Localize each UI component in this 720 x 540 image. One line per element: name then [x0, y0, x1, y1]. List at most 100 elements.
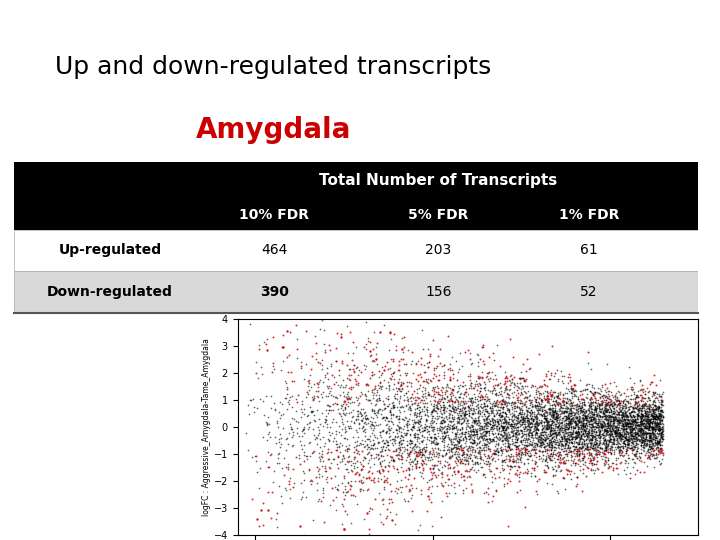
- Point: [441, 386, 452, 394]
- Point: [371, 360, 382, 368]
- Point: [479, 380, 490, 388]
- Point: [588, 390, 599, 399]
- Point: [602, 411, 613, 420]
- Point: [590, 440, 602, 448]
- Point: [595, 405, 606, 414]
- Point: [415, 458, 427, 467]
- Point: [653, 403, 665, 412]
- Point: [631, 447, 643, 455]
- Point: [570, 418, 581, 427]
- Point: [457, 377, 469, 386]
- Point: [590, 394, 601, 403]
- Point: [464, 400, 476, 409]
- Point: [304, 438, 315, 447]
- Point: [500, 373, 511, 381]
- Point: [638, 424, 649, 433]
- Point: [400, 482, 412, 491]
- Point: [543, 423, 554, 432]
- Point: [650, 444, 662, 453]
- Point: [592, 446, 603, 455]
- Point: [603, 401, 615, 410]
- Point: [552, 426, 563, 435]
- Point: [516, 415, 528, 423]
- Point: [445, 407, 456, 415]
- Point: [593, 443, 604, 451]
- Point: [334, 383, 346, 391]
- Point: [500, 409, 511, 417]
- Point: [415, 467, 426, 476]
- Point: [542, 434, 554, 443]
- Point: [589, 393, 600, 402]
- Point: [627, 432, 639, 441]
- Point: [610, 395, 621, 403]
- Point: [603, 430, 614, 439]
- Point: [599, 409, 611, 418]
- Point: [386, 354, 397, 363]
- Point: [645, 414, 657, 422]
- Point: [508, 392, 519, 401]
- Point: [637, 403, 649, 411]
- Point: [508, 383, 520, 391]
- Point: [573, 437, 585, 446]
- Point: [438, 407, 450, 416]
- Point: [650, 448, 662, 457]
- Point: [600, 427, 611, 436]
- Point: [289, 377, 300, 386]
- Point: [384, 386, 395, 395]
- Point: [513, 462, 524, 471]
- Point: [605, 430, 616, 438]
- Point: [318, 326, 330, 334]
- Point: [557, 442, 568, 451]
- Point: [595, 420, 606, 428]
- Point: [513, 452, 525, 461]
- Point: [489, 401, 500, 409]
- Point: [436, 436, 447, 445]
- Point: [329, 380, 341, 388]
- Point: [585, 448, 597, 457]
- Point: [644, 380, 655, 388]
- Point: [515, 457, 526, 466]
- Point: [375, 475, 387, 483]
- Point: [314, 456, 325, 465]
- Point: [355, 411, 366, 420]
- Point: [624, 444, 635, 453]
- Point: [603, 424, 615, 433]
- Point: [511, 414, 523, 423]
- Point: [589, 424, 600, 433]
- Point: [644, 400, 655, 409]
- Point: [585, 413, 596, 421]
- Point: [646, 425, 657, 434]
- Point: [623, 440, 634, 448]
- Point: [654, 406, 665, 415]
- Point: [623, 418, 634, 427]
- Point: [652, 403, 663, 412]
- Point: [582, 394, 593, 403]
- Point: [501, 384, 513, 393]
- Point: [458, 471, 469, 480]
- Point: [406, 446, 418, 454]
- Point: [642, 418, 654, 427]
- Point: [393, 384, 405, 393]
- Point: [618, 396, 629, 405]
- FancyBboxPatch shape: [14, 230, 698, 271]
- Point: [555, 457, 567, 466]
- Point: [612, 427, 624, 435]
- Point: [544, 415, 556, 424]
- Point: [529, 403, 541, 412]
- Point: [644, 416, 655, 424]
- Point: [617, 398, 629, 407]
- Point: [400, 389, 412, 397]
- Point: [643, 403, 654, 411]
- Point: [619, 434, 631, 442]
- Point: [512, 422, 523, 431]
- Point: [466, 359, 477, 368]
- Point: [536, 395, 548, 404]
- Point: [577, 454, 588, 463]
- Point: [521, 446, 532, 454]
- Point: [562, 424, 574, 433]
- Point: [535, 441, 546, 449]
- Point: [446, 384, 458, 393]
- Point: [492, 448, 504, 456]
- Point: [533, 398, 544, 407]
- Point: [397, 436, 409, 445]
